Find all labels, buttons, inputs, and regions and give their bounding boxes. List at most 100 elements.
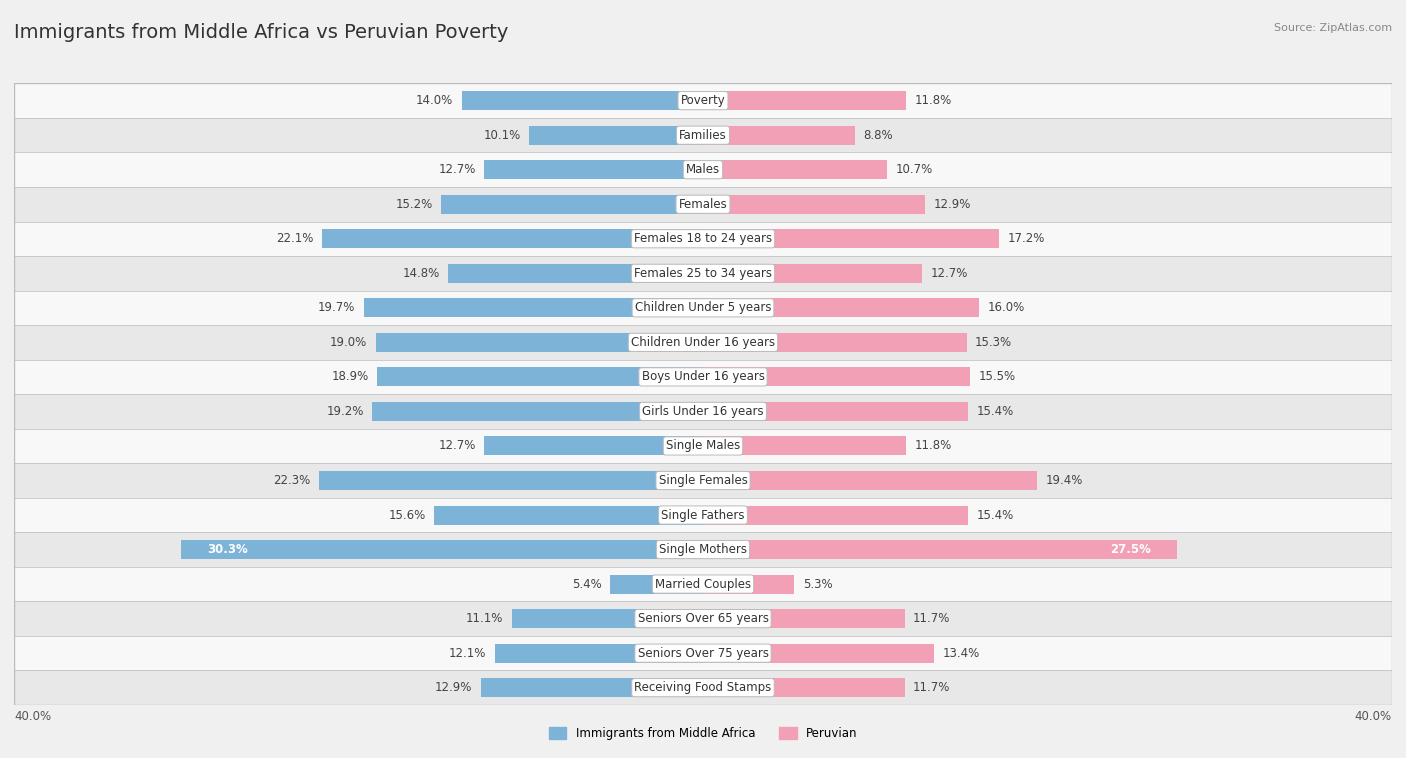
- Bar: [703, 506, 969, 525]
- Bar: [529, 126, 703, 145]
- Text: Immigrants from Middle Africa vs Peruvian Poverty: Immigrants from Middle Africa vs Peruvia…: [14, 23, 509, 42]
- Text: 40.0%: 40.0%: [14, 709, 51, 723]
- Bar: [319, 471, 703, 490]
- Bar: [703, 160, 887, 179]
- Text: 19.0%: 19.0%: [330, 336, 367, 349]
- Bar: [703, 368, 970, 387]
- Legend: Immigrants from Middle Africa, Peruvian: Immigrants from Middle Africa, Peruvian: [544, 722, 862, 744]
- Text: 40.0%: 40.0%: [1355, 709, 1392, 723]
- Text: Females: Females: [679, 198, 727, 211]
- Bar: [703, 678, 904, 697]
- Text: 12.7%: 12.7%: [931, 267, 967, 280]
- Bar: [703, 402, 969, 421]
- Text: 15.6%: 15.6%: [388, 509, 426, 522]
- Bar: [703, 91, 907, 110]
- Bar: [375, 333, 703, 352]
- Text: Females 25 to 34 years: Females 25 to 34 years: [634, 267, 772, 280]
- Bar: [434, 506, 703, 525]
- Text: 11.8%: 11.8%: [915, 440, 952, 453]
- Text: 10.7%: 10.7%: [896, 163, 934, 176]
- Bar: [703, 126, 855, 145]
- Text: Single Mothers: Single Mothers: [659, 543, 747, 556]
- Text: Poverty: Poverty: [681, 94, 725, 107]
- Bar: [14, 118, 1392, 152]
- Bar: [703, 299, 979, 318]
- Bar: [14, 670, 1392, 705]
- Bar: [14, 532, 1392, 567]
- Text: 22.1%: 22.1%: [277, 232, 314, 246]
- Bar: [14, 567, 1392, 601]
- Bar: [703, 333, 966, 352]
- Bar: [14, 463, 1392, 498]
- Text: Females 18 to 24 years: Females 18 to 24 years: [634, 232, 772, 246]
- Bar: [703, 609, 904, 628]
- Bar: [495, 644, 703, 662]
- Text: 15.2%: 15.2%: [395, 198, 433, 211]
- Bar: [14, 256, 1392, 290]
- Text: 5.4%: 5.4%: [572, 578, 602, 590]
- Text: Boys Under 16 years: Boys Under 16 years: [641, 371, 765, 384]
- Text: Seniors Over 65 years: Seniors Over 65 years: [637, 612, 769, 625]
- Text: 12.9%: 12.9%: [434, 681, 472, 694]
- Text: 22.3%: 22.3%: [273, 474, 311, 487]
- Bar: [322, 229, 703, 249]
- Text: Seniors Over 75 years: Seniors Over 75 years: [637, 647, 769, 659]
- Text: 30.3%: 30.3%: [207, 543, 247, 556]
- Bar: [703, 471, 1038, 490]
- Text: Families: Families: [679, 129, 727, 142]
- Text: 12.7%: 12.7%: [439, 440, 475, 453]
- Bar: [484, 437, 703, 456]
- Bar: [610, 575, 703, 594]
- Bar: [703, 540, 1177, 559]
- Bar: [181, 540, 703, 559]
- Bar: [703, 229, 1000, 249]
- Bar: [484, 160, 703, 179]
- Bar: [14, 83, 1392, 118]
- Text: 15.4%: 15.4%: [977, 405, 1014, 418]
- Text: 15.3%: 15.3%: [976, 336, 1012, 349]
- Text: 15.5%: 15.5%: [979, 371, 1015, 384]
- Bar: [14, 601, 1392, 636]
- Text: Source: ZipAtlas.com: Source: ZipAtlas.com: [1274, 23, 1392, 33]
- Bar: [14, 429, 1392, 463]
- Text: 8.8%: 8.8%: [863, 129, 893, 142]
- Text: Married Couples: Married Couples: [655, 578, 751, 590]
- Text: 11.1%: 11.1%: [465, 612, 503, 625]
- Bar: [373, 402, 703, 421]
- Text: 5.3%: 5.3%: [803, 578, 832, 590]
- Text: 19.2%: 19.2%: [326, 405, 364, 418]
- Text: 11.7%: 11.7%: [912, 681, 950, 694]
- Text: 15.4%: 15.4%: [977, 509, 1014, 522]
- Bar: [14, 359, 1392, 394]
- Text: 11.8%: 11.8%: [915, 94, 952, 107]
- Text: Single Fathers: Single Fathers: [661, 509, 745, 522]
- Bar: [14, 636, 1392, 670]
- Text: 12.1%: 12.1%: [449, 647, 486, 659]
- Bar: [377, 368, 703, 387]
- Bar: [14, 187, 1392, 221]
- Bar: [703, 437, 907, 456]
- Bar: [14, 394, 1392, 429]
- Text: 19.4%: 19.4%: [1046, 474, 1083, 487]
- Text: 12.9%: 12.9%: [934, 198, 972, 211]
- Text: Receiving Food Stamps: Receiving Food Stamps: [634, 681, 772, 694]
- Bar: [703, 575, 794, 594]
- Text: Males: Males: [686, 163, 720, 176]
- Bar: [703, 644, 934, 662]
- Bar: [14, 498, 1392, 532]
- Text: Children Under 5 years: Children Under 5 years: [634, 302, 772, 315]
- Bar: [703, 264, 922, 283]
- Bar: [364, 299, 703, 318]
- Bar: [14, 290, 1392, 325]
- Text: 13.4%: 13.4%: [942, 647, 980, 659]
- Text: 10.1%: 10.1%: [484, 129, 520, 142]
- Text: 27.5%: 27.5%: [1109, 543, 1152, 556]
- Bar: [14, 152, 1392, 187]
- Bar: [14, 325, 1392, 359]
- Text: Single Females: Single Females: [658, 474, 748, 487]
- Text: 14.8%: 14.8%: [402, 267, 440, 280]
- Bar: [481, 678, 703, 697]
- Bar: [461, 91, 703, 110]
- Text: 11.7%: 11.7%: [912, 612, 950, 625]
- Text: 18.9%: 18.9%: [332, 371, 368, 384]
